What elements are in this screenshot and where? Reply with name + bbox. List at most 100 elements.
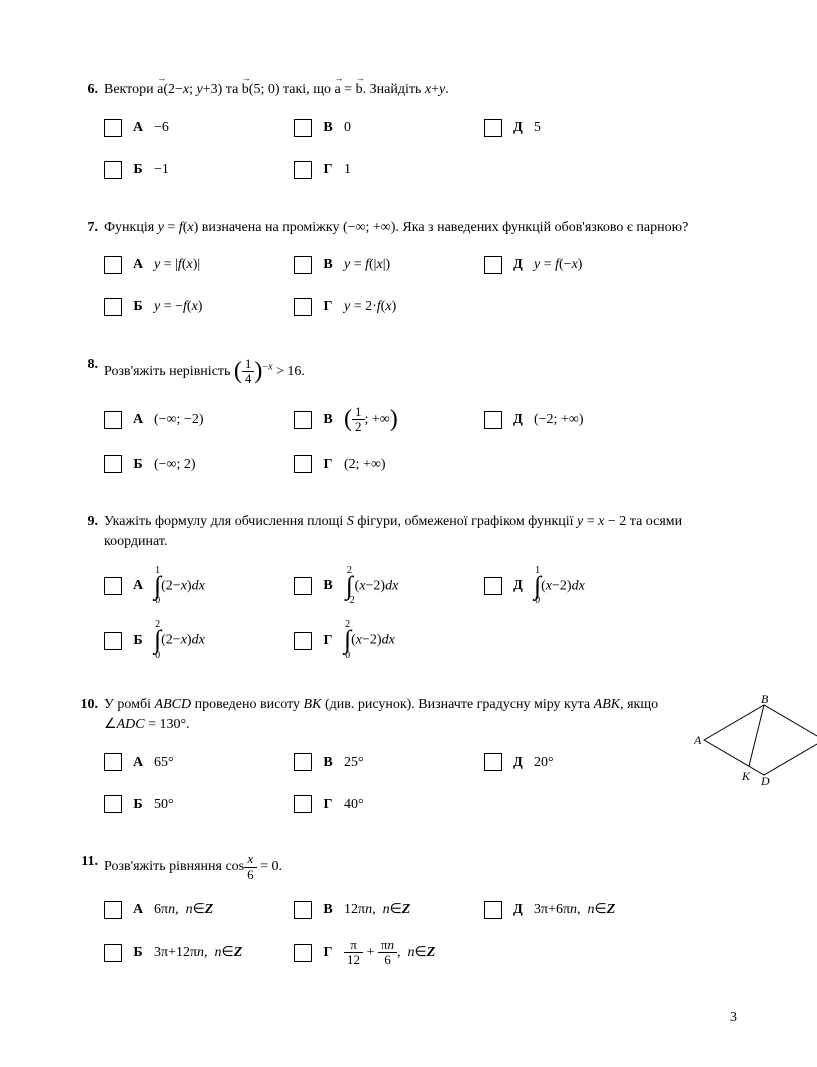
checkbox[interactable] — [104, 632, 122, 650]
option: А 1∫0(2−x)dx — [104, 566, 294, 607]
option: Б 50° — [104, 790, 294, 818]
option-letter: А — [130, 118, 146, 138]
checkbox[interactable] — [484, 411, 502, 429]
option-letter: Г — [320, 455, 336, 475]
checkbox[interactable] — [484, 577, 502, 595]
option-letter: Б — [130, 631, 146, 651]
option-letter: Д — [510, 255, 526, 275]
option: Б −1 — [104, 156, 294, 184]
option: Г π12 + πn6, n∈Z — [294, 938, 484, 968]
option: В 2∫−2(x−2)dx — [294, 566, 484, 607]
option-letter: Д — [510, 900, 526, 920]
question: 7. Функція y = f(x) визначена на проміжк… — [70, 218, 747, 322]
checkbox[interactable] — [104, 119, 122, 137]
checkbox[interactable] — [104, 753, 122, 771]
figure-container: A B C D K — [694, 695, 817, 792]
checkbox[interactable] — [294, 256, 312, 274]
question-number: 6. — [70, 80, 104, 100]
option-value: (12; +∞) — [344, 403, 398, 437]
checkbox[interactable] — [294, 411, 312, 429]
option-letter: В — [320, 118, 336, 138]
checkbox[interactable] — [484, 901, 502, 919]
checkbox[interactable] — [294, 455, 312, 473]
option-value: 1∫0(2−x)dx — [154, 566, 205, 607]
option-value: 5 — [534, 118, 541, 138]
option: Б 3π+12πn, n∈Z — [104, 939, 294, 967]
option: Г 2∫0(x−2)dx — [294, 620, 484, 661]
option: В y = f(|x|) — [294, 251, 484, 279]
question-text: У ромбі ABCD проведено висоту BK (див. р… — [104, 695, 674, 734]
checkbox[interactable] — [294, 161, 312, 179]
checkbox[interactable] — [104, 411, 122, 429]
option: А 65° — [104, 748, 294, 776]
option-letter: Г — [320, 943, 336, 963]
option-value: (−∞; −2) — [154, 410, 204, 430]
option-value: −6 — [154, 118, 169, 138]
option: Г 1 — [294, 156, 484, 184]
option-value: 20° — [534, 753, 554, 773]
option-letter: А — [130, 255, 146, 275]
page-number: 3 — [70, 1008, 747, 1028]
option: Г y = 2·f(x) — [294, 293, 484, 321]
checkbox[interactable] — [104, 901, 122, 919]
option: Б y = −f(x) — [104, 293, 294, 321]
option-letter: В — [320, 576, 336, 596]
option-letter: Б — [130, 160, 146, 180]
checkbox[interactable] — [104, 795, 122, 813]
checkbox[interactable] — [294, 298, 312, 316]
rhombus-figure: A B C D K — [694, 695, 817, 785]
option-value: (−2; +∞) — [534, 410, 584, 430]
checkbox[interactable] — [484, 256, 502, 274]
option-letter: Б — [130, 455, 146, 475]
checkbox[interactable] — [294, 944, 312, 962]
option: Г (2; +∞) — [294, 450, 484, 478]
option-value: 0 — [344, 118, 351, 138]
option-value: 1 — [344, 160, 351, 180]
checkbox[interactable] — [104, 256, 122, 274]
options-grid: А 1∫0(2−x)dx В 2∫−2(x−2)dx Д 1∫0(x−2)dx … — [104, 566, 747, 662]
checkbox[interactable] — [104, 944, 122, 962]
question-text: Розв'яжіть нерівність (14)−x > 16. — [104, 355, 747, 389]
option: А y = |f(x)| — [104, 251, 294, 279]
checkbox[interactable] — [294, 753, 312, 771]
checkbox[interactable] — [294, 795, 312, 813]
checkbox[interactable] — [294, 632, 312, 650]
checkbox[interactable] — [104, 298, 122, 316]
option-letter: Б — [130, 795, 146, 815]
svg-text:D: D — [760, 774, 770, 785]
option: А −6 — [104, 114, 294, 142]
question: 9. Укажіть формулу для обчислення площі … — [70, 512, 747, 661]
option-value: 1∫0(x−2)dx — [534, 566, 585, 607]
checkbox[interactable] — [484, 119, 502, 137]
option: Б 2∫0(2−x)dx — [104, 620, 294, 661]
option-value: 3π+12πn, n∈Z — [154, 943, 242, 963]
checkbox[interactable] — [294, 577, 312, 595]
question-text: Укажіть формулу для обчислення площі S ф… — [104, 512, 747, 551]
question-number: 8. — [70, 355, 104, 375]
question: 11. Розв'яжіть рівняння cosx6 = 0. А 6πn… — [70, 852, 747, 967]
checkbox[interactable] — [484, 753, 502, 771]
option-value: 3π+6πn, n∈Z — [534, 900, 615, 920]
checkbox[interactable] — [104, 455, 122, 473]
question-text: Розв'яжіть рівняння cosx6 = 0. — [104, 852, 747, 882]
option-value: y = f(|x|) — [344, 255, 390, 275]
option-letter: Д — [510, 576, 526, 596]
checkbox[interactable] — [294, 901, 312, 919]
checkbox[interactable] — [104, 161, 122, 179]
question-number: 11. — [70, 852, 104, 872]
option-value: 50° — [154, 795, 174, 815]
option: Д 5 — [484, 114, 674, 142]
checkbox[interactable] — [104, 577, 122, 595]
question: 10. У ромбі ABCD проведено висоту BK (ди… — [70, 695, 747, 818]
option-letter: А — [130, 410, 146, 430]
option-letter: А — [130, 576, 146, 596]
option-letter: Г — [320, 631, 336, 651]
option-value: 40° — [344, 795, 364, 815]
option: В (12; +∞) — [294, 403, 484, 437]
svg-text:A: A — [694, 733, 702, 747]
option-value: (2; +∞) — [344, 455, 386, 475]
option: Д 3π+6πn, n∈Z — [484, 896, 674, 924]
option-value: 2∫0(x−2)dx — [344, 620, 395, 661]
options-grid: А 6πn, n∈Z В 12πn, n∈Z Д 3π+6πn, n∈Z Б 3… — [104, 896, 747, 968]
checkbox[interactable] — [294, 119, 312, 137]
